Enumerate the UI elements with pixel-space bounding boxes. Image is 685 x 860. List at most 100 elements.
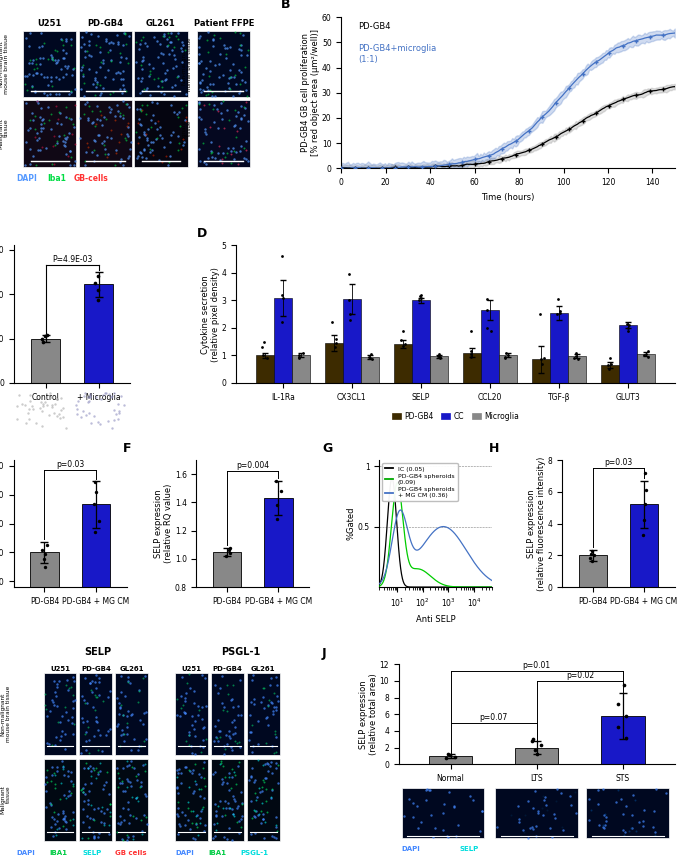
Point — [223, 821, 234, 835]
Point — [150, 116, 161, 130]
Point — [261, 351, 272, 365]
Point — [90, 65, 101, 79]
Point — [83, 761, 94, 775]
Point — [95, 78, 105, 92]
Point — [68, 61, 79, 75]
Point — [206, 144, 216, 157]
Point — [538, 351, 549, 365]
Point — [221, 738, 232, 752]
Point — [60, 147, 71, 161]
Point — [176, 44, 187, 58]
Point — [81, 726, 92, 740]
Point — [235, 77, 246, 91]
Point — [60, 741, 71, 755]
Point — [90, 89, 101, 102]
Point — [193, 708, 204, 722]
Point — [236, 813, 247, 826]
Point — [216, 772, 227, 786]
Point — [249, 786, 260, 800]
Point — [197, 83, 208, 97]
Point — [90, 71, 101, 84]
Point — [466, 323, 477, 337]
Point — [31, 126, 42, 140]
Point — [212, 686, 223, 700]
Point — [247, 668, 258, 682]
Point — [139, 765, 150, 778]
Bar — [84, 285, 113, 383]
Point — [38, 552, 49, 566]
Point — [192, 808, 203, 822]
Point — [411, 799, 422, 813]
Point — [210, 829, 221, 843]
Text: DAPI: DAPI — [401, 845, 421, 851]
Point — [530, 829, 541, 843]
Point — [441, 830, 452, 844]
Point — [223, 686, 234, 700]
Point — [156, 85, 167, 99]
Point — [246, 745, 257, 759]
Point — [223, 729, 234, 743]
Point — [84, 677, 95, 691]
Point — [100, 112, 111, 126]
Point — [50, 689, 61, 703]
Point — [136, 739, 147, 752]
Point — [85, 812, 96, 826]
Point — [421, 793, 432, 807]
Point — [101, 150, 112, 163]
Point — [118, 727, 129, 740]
Point — [145, 120, 156, 134]
Point — [60, 700, 71, 714]
Point — [242, 114, 253, 128]
Point — [47, 829, 58, 843]
Point — [599, 821, 610, 835]
Point — [236, 43, 247, 57]
Point — [221, 777, 232, 790]
Point — [137, 103, 148, 117]
Point — [517, 824, 528, 838]
Point — [184, 667, 195, 681]
Point — [175, 701, 186, 715]
Point — [228, 120, 239, 133]
Point — [257, 341, 268, 354]
Point — [90, 771, 101, 785]
Point — [61, 46, 72, 59]
Point — [177, 39, 188, 52]
Point — [89, 143, 100, 157]
Point — [88, 700, 99, 714]
Point — [234, 826, 245, 840]
Point — [171, 108, 182, 121]
Point — [180, 685, 191, 699]
Point — [140, 705, 151, 719]
Point — [366, 347, 377, 361]
Point — [51, 814, 62, 828]
Point — [551, 307, 562, 321]
Point — [90, 681, 101, 695]
Point — [82, 136, 92, 150]
Point — [619, 679, 630, 692]
Point — [586, 547, 597, 561]
Point — [258, 759, 269, 772]
Point — [171, 29, 182, 43]
Point — [262, 698, 273, 712]
Point — [92, 75, 103, 89]
Point — [438, 823, 449, 837]
Point — [188, 685, 199, 698]
Point — [62, 764, 73, 777]
Bar — [579, 556, 607, 587]
Point — [64, 784, 75, 798]
Point — [173, 817, 184, 831]
Point — [67, 695, 78, 709]
Point — [114, 700, 125, 714]
Point — [179, 706, 190, 720]
Point — [247, 718, 258, 732]
Point — [84, 38, 95, 52]
Point — [189, 722, 200, 735]
Point — [192, 820, 203, 834]
Point — [120, 133, 131, 147]
Point — [258, 348, 269, 362]
Point — [187, 710, 198, 723]
Point — [200, 127, 211, 141]
Point — [64, 788, 75, 802]
Point — [134, 713, 145, 727]
Point — [629, 793, 640, 807]
